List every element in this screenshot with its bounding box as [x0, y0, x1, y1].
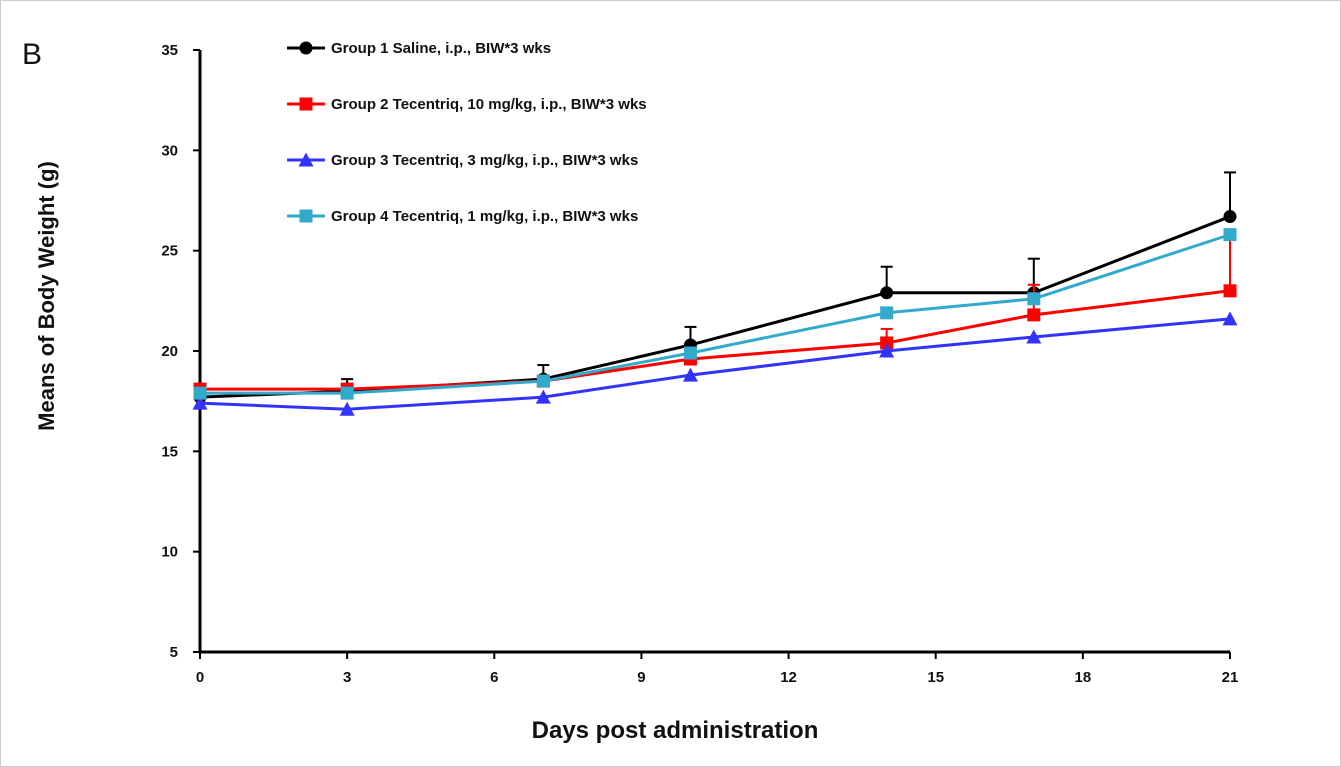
y-tick-label: 20 — [161, 343, 178, 360]
series-4-point — [536, 374, 550, 388]
series-1-line — [199, 215, 1231, 399]
series-4-point — [1027, 292, 1041, 306]
legend-swatch-marker — [299, 97, 313, 111]
series-3-point — [1026, 329, 1042, 344]
series-1-point — [1223, 210, 1237, 224]
series-4-point — [880, 306, 894, 320]
legend-swatch-marker — [299, 209, 313, 223]
y-tick-label: 30 — [161, 142, 178, 159]
series-3-point — [535, 389, 551, 404]
x-tick-label: 3 — [343, 669, 351, 686]
y-tick-label: 25 — [161, 243, 178, 260]
x-tick-label: 6 — [490, 669, 498, 686]
series-4-point — [193, 386, 207, 400]
series-3-point — [1222, 311, 1238, 326]
series-2-point — [1223, 284, 1237, 298]
plot-area: 5 10 15 20 25 30 35 0 3 6 9 12 15 18 21 Group 1 Saline,… — [161, 40, 1238, 686]
legend-swatch-marker — [298, 152, 314, 167]
series-4-point — [1223, 228, 1237, 242]
x-tick-label: 18 — [1075, 669, 1092, 686]
y-tick-label: 5 — [170, 644, 178, 661]
x-tick-label: 12 — [780, 669, 797, 686]
legend-swatch-marker — [299, 41, 313, 55]
x-axis-label: Days post administration — [531, 717, 819, 744]
x-tick-label: 0 — [196, 669, 204, 686]
series-3-line — [199, 317, 1231, 411]
series-3-point — [682, 367, 698, 382]
legend-entry-label: Group 3 Tecentriq, 3 mg/kg, i.p., BIW*3 … — [331, 152, 638, 169]
y-tick-label: 10 — [161, 544, 178, 561]
legend-entry-label: Group 4 Tecentriq, 1 mg/kg, i.p., BIW*3 … — [331, 208, 638, 225]
series-2-point — [1027, 308, 1041, 322]
series-3-point — [879, 343, 895, 358]
series-2-point — [880, 336, 894, 350]
y-axis-label: Means of Body Weight (g) — [34, 161, 59, 431]
y-tick-label: 35 — [161, 42, 178, 59]
x-tick-label: 21 — [1222, 669, 1239, 686]
x-tick-label: 15 — [927, 669, 944, 686]
legend-entry-label: Group 1 Saline, i.p., BIW*3 wks — [331, 40, 551, 57]
series-1-point — [880, 286, 894, 300]
series-3-point — [339, 401, 355, 416]
y-tick-label: 15 — [161, 443, 178, 460]
legend-entry-label: Group 2 Tecentriq, 10 mg/kg, i.p., BIW*3… — [331, 96, 647, 113]
panel-label: B — [22, 38, 43, 71]
series-4-point — [683, 346, 697, 360]
series-4-line — [200, 233, 1231, 395]
series-3-point — [192, 395, 208, 410]
x-tick-label: 9 — [637, 669, 645, 686]
series-4-point — [340, 386, 354, 400]
